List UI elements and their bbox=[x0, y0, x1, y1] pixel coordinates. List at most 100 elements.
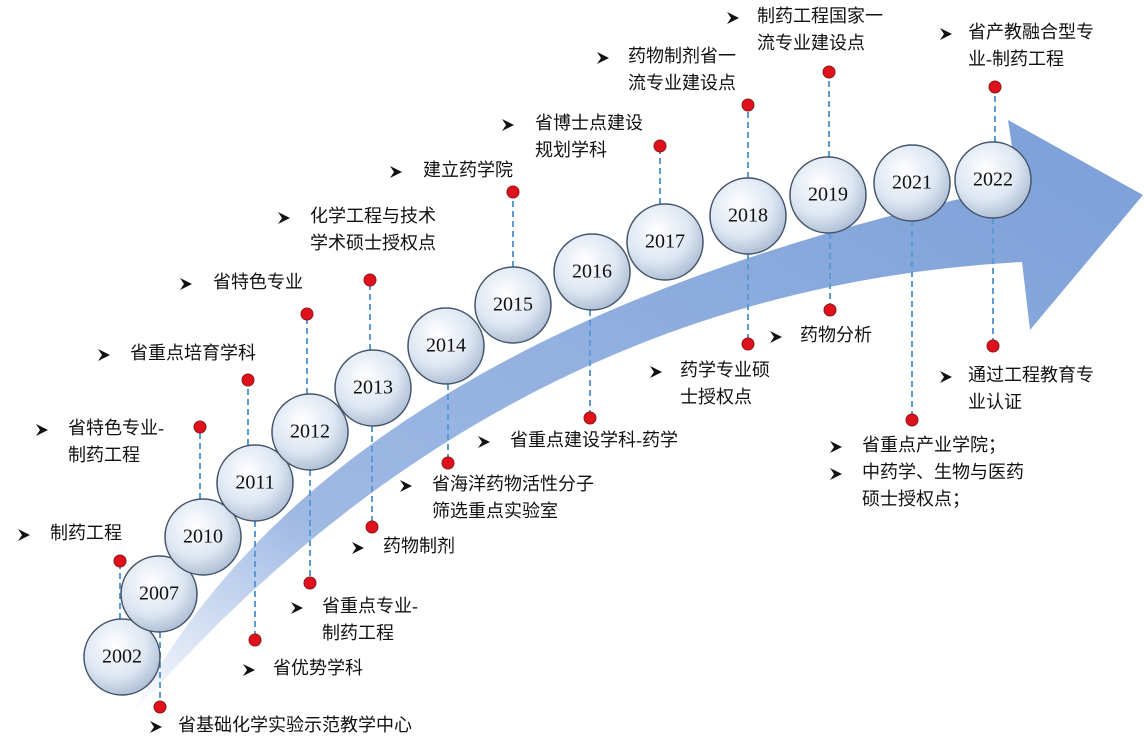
note-text: 制药工程国家一 bbox=[757, 6, 883, 26]
dot bbox=[300, 307, 314, 321]
note-text: 省重点专业- bbox=[322, 596, 418, 616]
year-label: 2018 bbox=[728, 205, 768, 227]
dot bbox=[153, 700, 167, 714]
note-text: 士授权点 bbox=[680, 387, 752, 407]
note-text: 省特色专业 bbox=[213, 272, 303, 292]
year-label: 2015 bbox=[493, 294, 533, 316]
dot bbox=[741, 98, 755, 112]
year-label: 2011 bbox=[235, 472, 274, 494]
year-label: 2022 bbox=[973, 169, 1013, 191]
note-text: 流专业建设点 bbox=[628, 73, 736, 93]
note-text: 业认证 bbox=[968, 392, 1022, 412]
note-text: 硕士授权点； bbox=[862, 489, 970, 509]
dot bbox=[193, 420, 207, 434]
dot bbox=[248, 633, 262, 647]
note-text: 化学工程与技术 bbox=[310, 206, 436, 226]
note-text: 省博士点建设 bbox=[535, 113, 643, 133]
note-text: 药学专业硕 bbox=[680, 360, 770, 380]
bullet bbox=[650, 366, 662, 378]
year-circle bbox=[709, 177, 787, 255]
year-circle bbox=[120, 555, 198, 633]
note-text: 业-制药工程 bbox=[968, 49, 1064, 69]
year-label: 2016 bbox=[572, 261, 612, 283]
dot bbox=[365, 520, 379, 534]
arrow bbox=[130, 120, 1143, 718]
dot bbox=[822, 65, 836, 79]
note-text: 通过工程教育专 bbox=[968, 365, 1094, 385]
note-text: 省海洋药物活性分子 bbox=[432, 474, 594, 494]
note-text: 中药学、生物与医药 bbox=[862, 462, 1024, 482]
year-circle bbox=[626, 203, 704, 281]
note-text: 筛选重点实验室 bbox=[432, 501, 558, 521]
dot bbox=[583, 411, 597, 425]
year-label: 2010 bbox=[183, 526, 223, 548]
year-label: 2013 bbox=[353, 377, 393, 399]
dot bbox=[363, 273, 377, 287]
note-text: 制药工程 bbox=[68, 445, 140, 465]
year-label: 2012 bbox=[290, 421, 330, 443]
dot bbox=[741, 337, 755, 351]
note-text: 制药工程 bbox=[322, 623, 394, 643]
bullet bbox=[478, 436, 490, 448]
bullet bbox=[36, 424, 48, 436]
dot bbox=[986, 339, 1000, 353]
year-circle bbox=[334, 349, 412, 427]
year-circle bbox=[83, 618, 161, 696]
dot bbox=[303, 576, 317, 590]
note-text: 流专业建设点 bbox=[757, 33, 865, 53]
bullet bbox=[400, 480, 412, 492]
note-text: 规划学科 bbox=[535, 140, 607, 160]
bullet bbox=[278, 212, 290, 224]
year-circle bbox=[873, 144, 951, 222]
year-label: 2017 bbox=[645, 231, 685, 253]
year-label: 2014 bbox=[426, 335, 466, 357]
note-text: 省基础化学实验示范教学中心 bbox=[178, 715, 412, 735]
bullet bbox=[291, 602, 303, 614]
bullet bbox=[243, 664, 255, 676]
dot bbox=[113, 554, 127, 568]
note-text: 省重点建设学科-药学 bbox=[510, 430, 678, 450]
note-text: 省特色专业- bbox=[68, 418, 164, 438]
bullet bbox=[180, 278, 192, 290]
bullet bbox=[770, 331, 782, 343]
year-label: 2019 bbox=[808, 184, 848, 206]
dot bbox=[988, 80, 1002, 94]
bullet bbox=[597, 52, 609, 64]
dot bbox=[905, 413, 919, 427]
note-text: 制药工程 bbox=[50, 523, 122, 543]
bullet bbox=[830, 441, 842, 453]
bullet bbox=[98, 349, 110, 361]
year-circle bbox=[164, 498, 242, 576]
note-text: 省重点产业学院； bbox=[862, 435, 1006, 455]
year-circle bbox=[216, 444, 294, 522]
bullet bbox=[352, 542, 364, 554]
bullet bbox=[830, 468, 842, 480]
note-text: 药物分析 bbox=[800, 325, 872, 345]
year-circle bbox=[271, 393, 349, 471]
year-circle bbox=[474, 266, 552, 344]
year-label: 2007 bbox=[139, 583, 179, 605]
year-circle bbox=[789, 156, 867, 234]
note-text: 药物制剂 bbox=[383, 536, 455, 556]
year-circle bbox=[954, 141, 1032, 219]
dot bbox=[506, 185, 520, 199]
note-text: 建立药学院 bbox=[423, 160, 513, 180]
year-circle bbox=[553, 233, 631, 311]
bullet bbox=[18, 529, 30, 541]
bullet bbox=[150, 721, 162, 733]
dot bbox=[823, 303, 837, 317]
year-circle bbox=[407, 307, 485, 385]
bullet bbox=[502, 119, 514, 131]
year-label: 2021 bbox=[892, 172, 932, 194]
note-text: 省优势学科 bbox=[273, 658, 363, 678]
note-text: 学术硕士授权点 bbox=[310, 233, 436, 253]
dot bbox=[653, 139, 667, 153]
note-text: 省重点培育学科 bbox=[130, 343, 256, 363]
note-text: 省产教融合型专 bbox=[968, 22, 1094, 42]
dot bbox=[441, 456, 455, 470]
bullet bbox=[727, 12, 739, 24]
bullet bbox=[940, 28, 952, 40]
bullet bbox=[940, 371, 952, 383]
dot bbox=[241, 373, 255, 387]
